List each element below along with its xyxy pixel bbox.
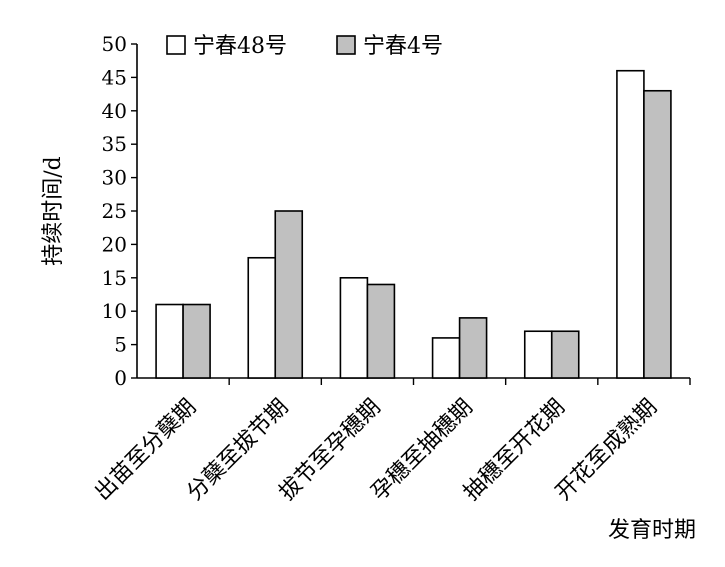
bar-series-2: [274, 210, 304, 379]
x-axis-title: 发育时期: [608, 518, 696, 543]
legend: 宁春48号 宁春4号: [166, 34, 443, 59]
bar-series-1: [431, 337, 461, 379]
bar-series-2: [550, 330, 580, 379]
legend-swatch: [336, 35, 356, 55]
bar-series-1: [616, 69, 645, 379]
bar-series-2: [182, 303, 211, 379]
legend-label: 宁春4号: [363, 34, 443, 59]
bar-series-1: [155, 303, 184, 379]
legend-label: 宁春48号: [193, 34, 287, 59]
y-tick-label: 10: [102, 299, 127, 323]
bar-series-2: [366, 283, 396, 379]
axes: [131, 43, 691, 385]
y-tick-label: 20: [102, 232, 127, 256]
bars: [155, 69, 672, 379]
bar-series-2: [458, 317, 488, 379]
y-tick-label: 25: [102, 199, 127, 223]
legend-swatch: [166, 35, 186, 55]
y-tick-label: 40: [102, 99, 127, 123]
y-tick-label: 0: [114, 366, 127, 390]
bar-series-1: [339, 276, 369, 379]
bar-series-2: [643, 89, 672, 379]
y-tick-label: 35: [102, 132, 127, 156]
bar-series-1: [247, 256, 277, 379]
y-tick-label: 30: [102, 166, 127, 190]
y-tick-label: 50: [102, 32, 127, 56]
y-tick-label: 45: [102, 65, 127, 89]
y-tick-label: 5: [114, 333, 127, 357]
bar-series-1: [523, 330, 553, 379]
y-axis-title: 持续时间/d: [41, 156, 66, 266]
y-tick-label: 15: [102, 266, 127, 290]
